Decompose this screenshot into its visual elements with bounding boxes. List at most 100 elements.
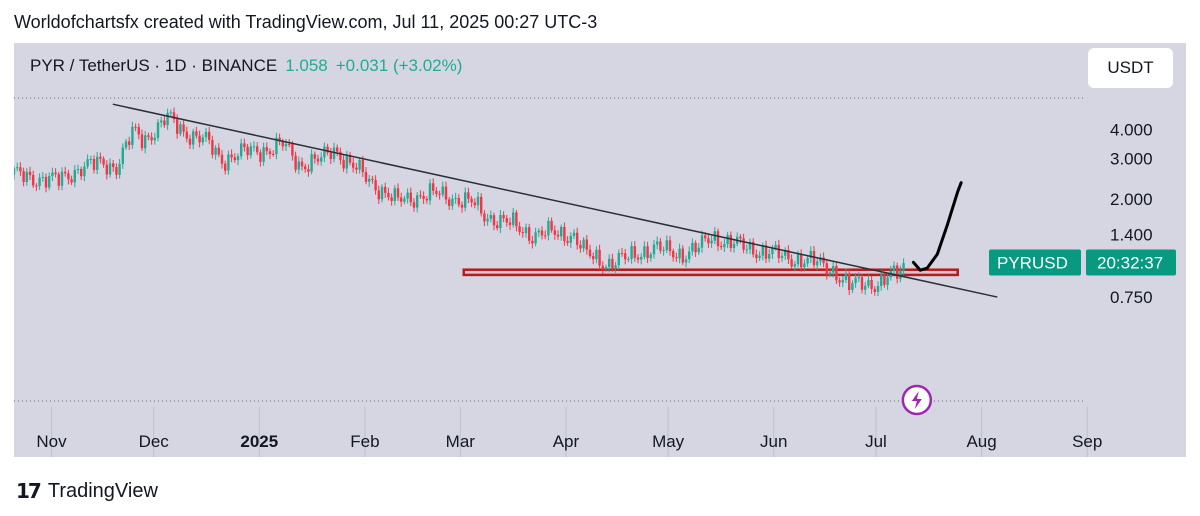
- candle-body: [236, 156, 240, 161]
- y-tick-label: 3.000: [1110, 149, 1153, 168]
- candle-body: [208, 131, 211, 140]
- candle-body: [48, 176, 51, 188]
- y-tick-label: 4.000: [1110, 120, 1153, 139]
- candle-body: [115, 167, 118, 175]
- candle-body: [419, 195, 422, 197]
- candle-body: [697, 247, 700, 253]
- candle-body: [515, 212, 518, 227]
- candle-body: [512, 212, 515, 225]
- candle-body: [547, 220, 550, 236]
- chart-caption: Worldofchartsfx created with TradingView…: [14, 12, 598, 32]
- candle-body: [396, 188, 400, 198]
- x-tick-label: Jul: [865, 432, 887, 451]
- candle-body: [438, 193, 441, 195]
- candle-body: [249, 146, 252, 156]
- x-tick-label: Nov: [36, 432, 67, 451]
- candle-body: [630, 246, 633, 259]
- candle-body: [524, 227, 528, 234]
- candle-body: [505, 218, 508, 223]
- candle-body: [313, 154, 316, 159]
- candle-body: [28, 171, 32, 176]
- candle-body: [864, 285, 867, 290]
- x-tick-label: Sep: [1072, 432, 1102, 451]
- candle-body: [252, 146, 256, 148]
- candle-body: [643, 246, 646, 257]
- candle-body: [275, 137, 278, 155]
- candle-body: [336, 147, 339, 152]
- candle-body: [460, 204, 464, 208]
- candle-body: [265, 147, 268, 152]
- candle-body: [329, 152, 332, 160]
- candle-body: [617, 252, 620, 266]
- candle-body: [428, 183, 432, 201]
- descending-trendline[interactable]: [112, 103, 998, 298]
- candle-body: [486, 218, 489, 222]
- candle-body: [822, 257, 825, 264]
- candle-body: [812, 250, 816, 266]
- candle-body: [688, 251, 691, 260]
- candle-body: [14, 168, 16, 175]
- candle-body: [128, 141, 131, 145]
- candle-body: [483, 213, 486, 222]
- price-chart[interactable]: Nov Dec 2025 Feb Mar Apr May Jun Jul Aug Sep 0.750 1…: [14, 43, 1186, 457]
- candle-body: [291, 144, 294, 156]
- candle-body: [880, 274, 883, 286]
- candle-body: [665, 240, 668, 251]
- y-tick-label: 0.750: [1110, 288, 1153, 307]
- candle-body: [32, 175, 35, 186]
- candle-body: [364, 172, 368, 182]
- candle-body: [758, 255, 761, 258]
- candle-body: [70, 179, 73, 183]
- candle-body: [160, 120, 163, 123]
- candle-body: [521, 232, 524, 234]
- candle-body: [166, 112, 169, 126]
- candle-body: [592, 256, 595, 260]
- candle-body: [726, 235, 729, 245]
- candle-body: [121, 147, 124, 164]
- candle-body: [134, 126, 137, 128]
- x-tick-label: Dec: [139, 432, 170, 451]
- candle-body: [390, 197, 393, 202]
- candle-body: [281, 141, 284, 147]
- candle-body: [467, 192, 470, 199]
- candle-body: [537, 230, 540, 233]
- candle-body: [377, 190, 380, 200]
- candle-body: [550, 220, 553, 231]
- candle-body: [857, 277, 860, 279]
- candle-body: [832, 266, 835, 273]
- candle-body: [844, 273, 848, 280]
- candle-body: [422, 195, 425, 199]
- candle-body: [480, 196, 483, 214]
- candle-body: [243, 143, 246, 148]
- candle-body: [246, 147, 249, 156]
- candle-body: [790, 259, 793, 267]
- candle-body: [569, 235, 572, 243]
- candle-body: [518, 226, 521, 233]
- candle-body: [220, 154, 224, 164]
- support-zone-rect[interactable]: [462, 268, 959, 277]
- chart-area[interactable]: Nov Dec 2025 Feb Mar Apr May Jun Jul Aug Sep 0.750 1…: [14, 43, 1186, 457]
- candle-body: [656, 241, 659, 245]
- symbol-info: PYR / TetherUS · 1D · BINANCE 1.058 +0.0…: [30, 56, 462, 76]
- candle-body: [627, 258, 630, 260]
- candle-body: [646, 246, 649, 259]
- candle-body: [633, 246, 636, 258]
- candle-body: [259, 152, 262, 162]
- candle-body: [288, 143, 291, 145]
- candle-body: [678, 248, 681, 259]
- candle-body: [473, 202, 476, 206]
- candle-body: [604, 267, 608, 270]
- candle-body: [720, 246, 723, 248]
- candle-body: [496, 225, 499, 229]
- currency-button[interactable]: USDT: [1088, 48, 1173, 88]
- candle-body: [566, 241, 569, 243]
- candle-body: [742, 238, 745, 250]
- candle-body: [489, 215, 492, 219]
- candle-body: [51, 172, 54, 177]
- candle-body: [806, 258, 809, 264]
- projection-curve[interactable]: [911, 181, 963, 272]
- symbol-change: +0.031 (+3.02%): [335, 56, 463, 75]
- candle-body: [195, 131, 198, 136]
- candle-body: [476, 196, 480, 206]
- candle-body: [796, 254, 800, 265]
